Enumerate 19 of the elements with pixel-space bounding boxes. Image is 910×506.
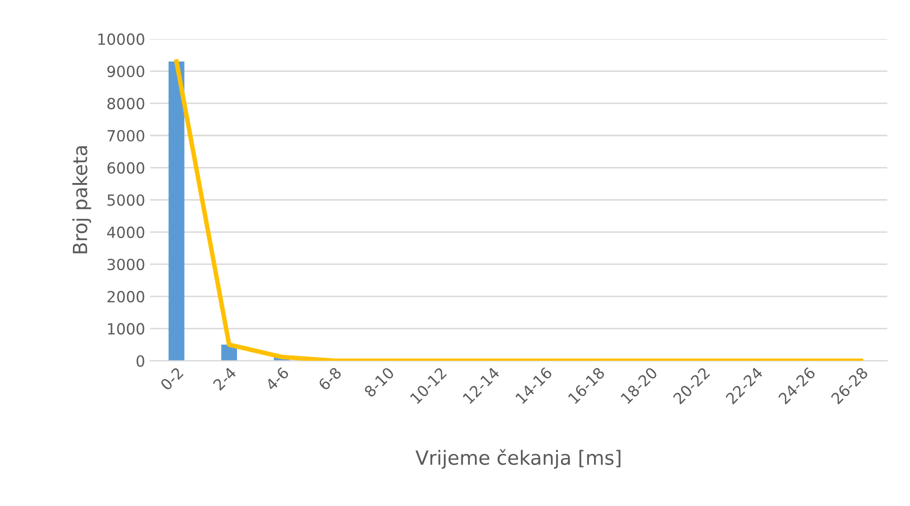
y-tick-label: 7000 xyxy=(108,130,144,142)
x-tick-label: 4-6 xyxy=(264,366,290,392)
y-tick-label: 10000 xyxy=(98,33,144,45)
line-series xyxy=(174,59,864,361)
y-tick-label: 0 xyxy=(136,355,144,367)
y-tick-label: 8000 xyxy=(107,98,144,110)
y-axis-title: Broj paketa xyxy=(72,146,92,254)
bar xyxy=(168,61,184,361)
y-tick-label: 5000 xyxy=(108,194,144,206)
y-tick-label: 6000 xyxy=(107,162,144,174)
x-axis-title: Vrijeme čekanja [ms] xyxy=(416,449,620,469)
y-tick-label: 4000 xyxy=(107,226,144,238)
y-tick-label: 3000 xyxy=(108,258,144,270)
x-tick-label: 6-8 xyxy=(318,366,342,391)
x-tick-label: 2-4 xyxy=(212,366,237,391)
y-tick-label: 2000 xyxy=(108,290,144,302)
y-tick-label: 1000 xyxy=(108,323,144,335)
y-tick-label: 9000 xyxy=(107,66,144,78)
x-tick-label: 0-2 xyxy=(160,366,184,391)
